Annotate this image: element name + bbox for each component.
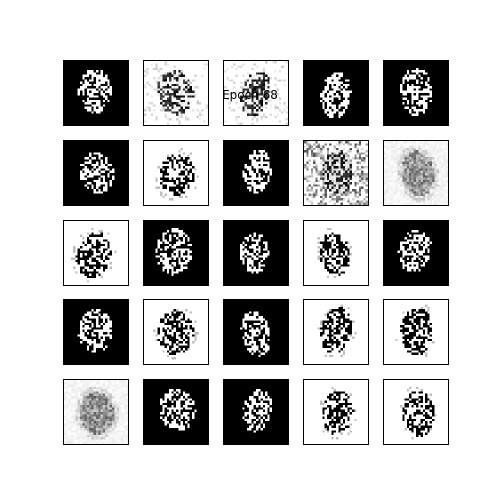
generated-sample-image [384, 380, 448, 444]
generated-sample-image [384, 221, 448, 285]
generated-sample-tile [383, 299, 449, 365]
generated-sample-tile [143, 60, 209, 126]
generated-sample-image [144, 141, 208, 205]
generated-sample-image [144, 300, 208, 364]
generated-sample-tile [383, 379, 449, 445]
generated-sample-tile [303, 379, 369, 445]
generated-sample-image [304, 300, 368, 364]
generated-sample-tile [63, 60, 129, 126]
generated-sample-image [64, 300, 128, 364]
generated-sample-tile [383, 220, 449, 286]
generated-sample-image [64, 61, 128, 125]
generated-sample-tile [303, 299, 369, 365]
generated-sample-image [64, 380, 128, 444]
generated-sample-image [384, 141, 448, 205]
generated-sample-image [304, 61, 368, 125]
generated-sample-image [304, 380, 368, 444]
generated-sample-tile [223, 220, 289, 286]
generated-sample-image [304, 221, 368, 285]
generated-sample-tile [143, 220, 209, 286]
generated-sample-image [224, 300, 288, 364]
generated-sample-image [64, 141, 128, 205]
generated-sample-image [144, 380, 208, 444]
generated-sample-tile [223, 60, 289, 126]
generated-sample-tile [63, 220, 129, 286]
generated-sample-tile [143, 299, 209, 365]
generated-sample-tile [63, 140, 129, 206]
generated-sample-image [224, 61, 288, 125]
generated-sample-image [224, 141, 288, 205]
generated-sample-image [224, 380, 288, 444]
generated-sample-image [224, 221, 288, 285]
generated-sample-image [384, 300, 448, 364]
generated-sample-tile [383, 60, 449, 126]
generated-sample-image [384, 61, 448, 125]
generated-sample-image [144, 61, 208, 125]
generated-sample-tile [63, 379, 129, 445]
generated-sample-tile [303, 60, 369, 126]
generated-sample-tile [303, 220, 369, 286]
generated-sample-image [304, 141, 368, 205]
generated-sample-tile [223, 140, 289, 206]
generated-sample-tile [223, 299, 289, 365]
generated-sample-tile [143, 379, 209, 445]
generated-sample-image [144, 221, 208, 285]
generated-sample-tile [223, 379, 289, 445]
generated-sample-tile [63, 299, 129, 365]
generated-sample-image [64, 221, 128, 285]
generated-sample-tile [383, 140, 449, 206]
generated-sample-tile [303, 140, 369, 206]
generated-sample-tile [143, 140, 209, 206]
